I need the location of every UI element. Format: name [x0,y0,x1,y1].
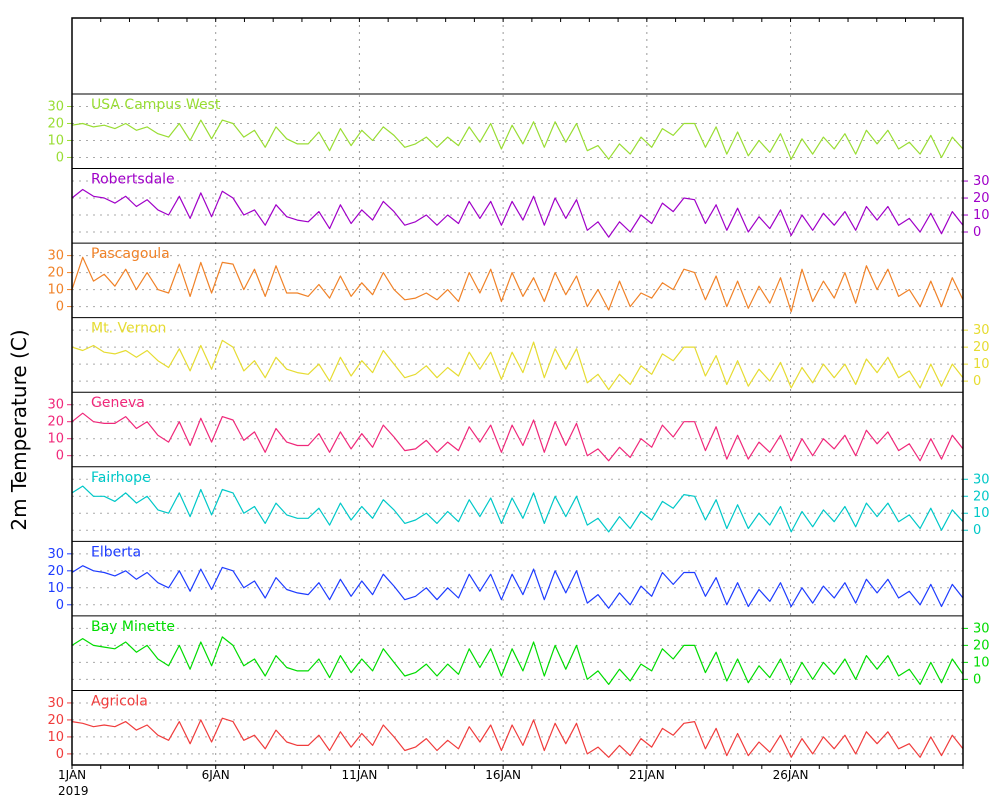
station-label: Bay Minette [91,619,175,635]
y-tick-label: 0 [973,225,981,240]
y-tick-label: 10 [47,283,64,298]
y-tick-label: 30 [973,323,990,338]
y-tick-label: 10 [47,133,64,148]
x-tick-label: 26JAN [773,768,809,782]
x-axis: 1JAN 6JAN 11JAN 16JAN 21JAN 26JAN 2019 [58,18,964,798]
y-tick-label: 0 [56,300,64,315]
y-tick-label: 0 [973,672,981,687]
y-tick-label: 30 [47,398,64,413]
y-tick-label: 10 [47,432,64,447]
y-tick-label: 20 [47,116,64,131]
y-tick-label: 0 [56,747,64,762]
y-tick-label: 30 [47,99,64,114]
series-line-geneva [71,412,964,462]
series-line-fairhope [71,485,964,533]
series-line-pascagoula [71,256,964,313]
series-line-agricola [71,717,964,758]
y-tick-label: 30 [47,696,64,711]
series-line-robertsdale [71,188,964,238]
series-line-elberta [71,565,964,609]
y-tick-label: 20 [47,564,64,579]
station-label: Geneva [91,395,145,411]
y-tick-label: 20 [47,713,64,728]
y-tick-label: 20 [47,415,64,430]
station-label: Elberta [91,544,141,560]
station-label: Robertsdale [91,172,175,188]
x-tick-label: 21JAN [629,768,665,782]
y-tick-label: 0 [56,598,64,613]
station-label: USA Campus West [91,97,221,113]
y-tick-label: 0 [56,150,64,165]
y-tick-label: 20 [973,191,990,206]
plot-frame [71,17,964,766]
y-tick-label: 20 [973,340,990,355]
x-tick-label: 11JAN [342,768,378,782]
station-label: Agricola [91,693,148,709]
y-axis-label: 2m Temperature (C) [7,329,31,530]
station-label: Mt. Vernon [91,321,166,337]
y-tick-label: 20 [973,489,990,504]
x-tick-label: 6JAN [202,768,230,782]
y-tick-label: 30 [47,547,64,562]
x-tick-label: 1JAN [58,768,86,782]
y-tick-label: 10 [973,357,990,372]
station-label: Pascagoula [91,246,170,262]
station-panels: 0 10 20 30 USA Campus West 0 10 20 30 Robertsdale… [47,93,990,762]
x-year-label: 2019 [58,784,89,798]
y-tick-label: 10 [973,208,990,223]
station-label: Fairhope [91,470,151,486]
y-tick-label: 0 [973,374,981,389]
y-tick-label: 30 [973,472,990,487]
y-tick-label: 10 [973,655,990,670]
x-tick-label: 16JAN [485,768,521,782]
y-tick-label: 0 [973,523,981,538]
y-tick-label: 30 [47,249,64,264]
y-tick-label: 20 [47,266,64,281]
y-tick-label: 10 [47,730,64,745]
y-tick-label: 20 [973,638,990,653]
y-tick-label: 10 [973,506,990,521]
y-tick-label: 30 [973,174,990,189]
series-line-bay-minette [71,636,964,686]
series-line-usa-campus-west [71,119,964,160]
y-tick-label: 10 [47,581,64,596]
series-line-mt-vernon [71,339,964,391]
y-tick-label: 30 [973,621,990,636]
y-tick-label: 0 [56,449,64,464]
